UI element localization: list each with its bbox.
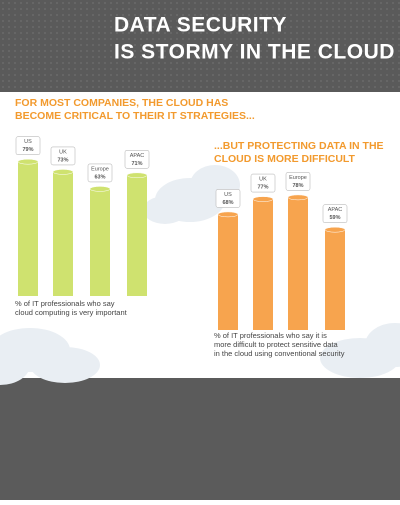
chart-title: BECOME CRITICAL TO THEIR IT STRATEGIES..… [15,110,255,122]
header: DATA SECURITY IS STORMY IN THE CLOUD [114,14,395,64]
label-box [322,204,348,223]
chart-title: ...BUT PROTECTING DATA IN THE [214,140,384,152]
bar [18,161,38,296]
category-label: APAC [328,207,343,213]
value-label: 73% [57,157,68,163]
label-box [250,173,276,193]
value-label: 71% [131,161,142,167]
bar-cap [17,158,39,165]
value-label: 59% [329,215,340,221]
caption: more difficult to protect sensitive data [214,340,339,349]
page-title: DATA SECURITY [114,14,287,37]
label-box [15,136,41,155]
label-box [124,150,150,169]
category-label: APAC [130,153,145,159]
bar [53,171,73,296]
bar-cap [52,169,74,175]
caption: cloud computing is very important [15,308,128,317]
category-label: UK [259,177,267,183]
label-box [285,172,311,191]
bar [218,214,238,330]
chart-title: FOR MOST COMPANIES, THE CLOUD HAS [15,97,228,109]
bar [127,175,147,296]
category-label: UK [59,149,67,155]
label-box [87,163,113,183]
chart-title: CLOUD IS MORE DIFFICULT [214,153,356,165]
bar [253,199,273,330]
bar-cap [252,196,274,202]
category-label: US [224,192,232,198]
caption: in the cloud using conventional security [214,349,345,358]
category-label: US [24,139,32,145]
value-label: 77% [257,185,268,191]
category-label: Europe [289,175,307,181]
bar-cap [217,211,239,218]
bar-cap [126,172,148,179]
caption: % of IT professionals who say it is [214,331,327,340]
bar [90,188,110,296]
page-title: IS STORMY IN THE CLOUD [114,41,395,64]
caption: % of IT professionals who say [15,299,115,308]
bar-cap [287,194,309,201]
value-label: 68% [222,200,233,206]
category-label: Europe [91,166,109,172]
bar-cap [89,186,111,192]
label-box [50,146,76,166]
header-band [0,0,400,92]
footer-band [0,378,400,500]
bar-cap [324,226,346,233]
charts: FOR MOST COMPANIES, THE CLOUD HASBECOME … [15,97,384,358]
value-label: 63% [94,174,105,180]
clouds [0,165,400,385]
bar [288,197,308,330]
value-label: 79% [22,147,33,153]
bar [325,229,345,330]
label-box [215,189,241,208]
value-label: 78% [292,183,303,189]
